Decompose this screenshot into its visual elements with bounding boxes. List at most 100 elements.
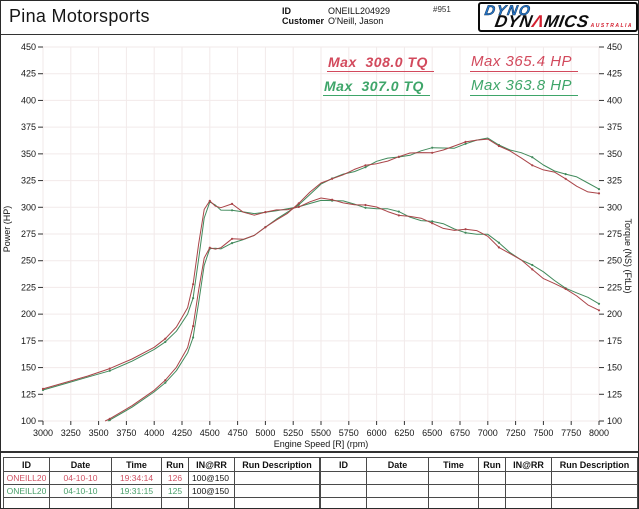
svg-text:175: 175	[21, 336, 36, 346]
svg-text:3750: 3750	[116, 428, 136, 438]
run-cell	[505, 497, 552, 508]
svg-text:225: 225	[21, 282, 36, 292]
svg-text:7250: 7250	[506, 428, 526, 438]
run-cell: 100@150	[188, 471, 235, 485]
run-row: ONEILL20 04-10-10 19:34:14 126 100@150	[3, 471, 320, 485]
svg-text:425: 425	[21, 69, 36, 79]
svg-text:7750: 7750	[561, 428, 581, 438]
run-cell: 04-10-10	[49, 484, 112, 498]
run-cell	[428, 471, 479, 485]
dyno-dynamics-logo: DYNO DYNΛMICS AUSTRALIA	[478, 2, 638, 32]
run-cell	[366, 471, 429, 485]
run-row: ONEILL20 04-10-10 19:31:15 125 100@150	[3, 484, 320, 498]
customer-info-block: ID ONEILL204929 Customer O'Neill, Jason	[282, 6, 390, 26]
id-value: ONEILL204929	[328, 6, 391, 16]
svg-text:300: 300	[21, 202, 36, 212]
svg-text:175: 175	[607, 336, 622, 346]
run-row	[320, 471, 638, 485]
run-cell: 19:31:15	[111, 484, 162, 498]
svg-text:5750: 5750	[339, 428, 359, 438]
run-cell: 04-10-10	[49, 471, 112, 485]
svg-text:4500: 4500	[200, 428, 220, 438]
run-cell: 19:34:14	[111, 471, 162, 485]
column-header: IN@RR	[188, 457, 235, 472]
run-cell	[3, 497, 50, 508]
svg-text:350: 350	[21, 149, 36, 159]
run-cell: 100@150	[188, 484, 235, 498]
svg-text:125: 125	[21, 389, 36, 399]
svg-text:3250: 3250	[61, 428, 81, 438]
column-header: Run Description	[234, 457, 320, 472]
run-cell: ONEILL20	[3, 484, 50, 498]
run-table-left: ID Date Time Run IN@RR Run Description ONEILL2…	[3, 457, 320, 508]
svg-text:300: 300	[607, 202, 622, 212]
svg-text:275: 275	[21, 229, 36, 239]
column-header: Date	[49, 457, 112, 472]
run-cell	[161, 497, 189, 508]
svg-text:Power (HP): Power (HP)	[2, 206, 12, 253]
run-cell	[478, 471, 506, 485]
run-cell	[320, 471, 367, 485]
svg-text:7500: 7500	[533, 428, 553, 438]
svg-text:400: 400	[21, 95, 36, 105]
print-number: #951	[433, 5, 451, 14]
run-cell: 126	[161, 471, 189, 485]
svg-text:5500: 5500	[311, 428, 331, 438]
svg-text:250: 250	[21, 256, 36, 266]
svg-text:8000: 8000	[589, 428, 609, 438]
svg-text:6750: 6750	[450, 428, 470, 438]
svg-text:375: 375	[21, 122, 36, 132]
svg-text:3500: 3500	[89, 428, 109, 438]
column-header: ID	[320, 457, 367, 472]
column-header: Run Description	[551, 457, 638, 472]
svg-text:225: 225	[607, 282, 622, 292]
customer-value: O'Neill, Jason	[328, 16, 384, 26]
run-row	[320, 484, 638, 498]
run-cell	[551, 471, 638, 485]
max-power-run126: Max 365.4 HP	[470, 53, 579, 72]
svg-text:6500: 6500	[422, 428, 442, 438]
run-cell	[366, 484, 429, 498]
column-header: Date	[366, 457, 429, 472]
svg-text:4750: 4750	[228, 428, 248, 438]
run-cell	[428, 484, 479, 498]
run-cell	[551, 484, 638, 498]
run-cell	[188, 497, 235, 508]
svg-text:Torque (NS) (FtLb): Torque (NS) (FtLb)	[623, 218, 633, 293]
run-cell	[234, 471, 320, 485]
run-cell	[505, 484, 552, 498]
svg-text:400: 400	[607, 95, 622, 105]
svg-text:Engine Speed [R] (rpm): Engine Speed [R] (rpm)	[274, 439, 369, 449]
svg-text:350: 350	[607, 149, 622, 159]
max-torque-run126: Max 308.0 TQ	[327, 54, 434, 72]
run-cell	[49, 497, 112, 508]
svg-text:450: 450	[607, 42, 622, 52]
logo-tagline: AUSTRALIA	[590, 23, 633, 29]
run-cell: ONEILL20	[3, 471, 50, 485]
svg-text:375: 375	[607, 122, 622, 132]
customer-label: Customer	[282, 16, 325, 26]
svg-text:3000: 3000	[33, 428, 53, 438]
run-cell	[111, 497, 162, 508]
column-header: Run	[161, 457, 189, 472]
run-cell	[478, 497, 506, 508]
svg-text:325: 325	[21, 176, 36, 186]
run-cell	[478, 484, 506, 498]
run-cell: 125	[161, 484, 189, 498]
run-table-right: ID Date Time Run IN@RR Run Description	[320, 457, 638, 508]
column-header: Time	[428, 457, 479, 472]
run-cell	[234, 497, 320, 508]
chart-bottom-divider	[1, 451, 638, 453]
svg-text:100: 100	[21, 416, 36, 426]
id-label: ID	[282, 6, 291, 16]
svg-text:150: 150	[607, 363, 622, 373]
svg-text:5000: 5000	[255, 428, 275, 438]
max-torque-run125: Max 307.0 TQ	[323, 78, 430, 96]
svg-text:100: 100	[607, 416, 622, 426]
run-row	[3, 497, 320, 508]
run-cell	[234, 484, 320, 498]
svg-text:4250: 4250	[172, 428, 192, 438]
column-header: IN@RR	[505, 457, 552, 472]
